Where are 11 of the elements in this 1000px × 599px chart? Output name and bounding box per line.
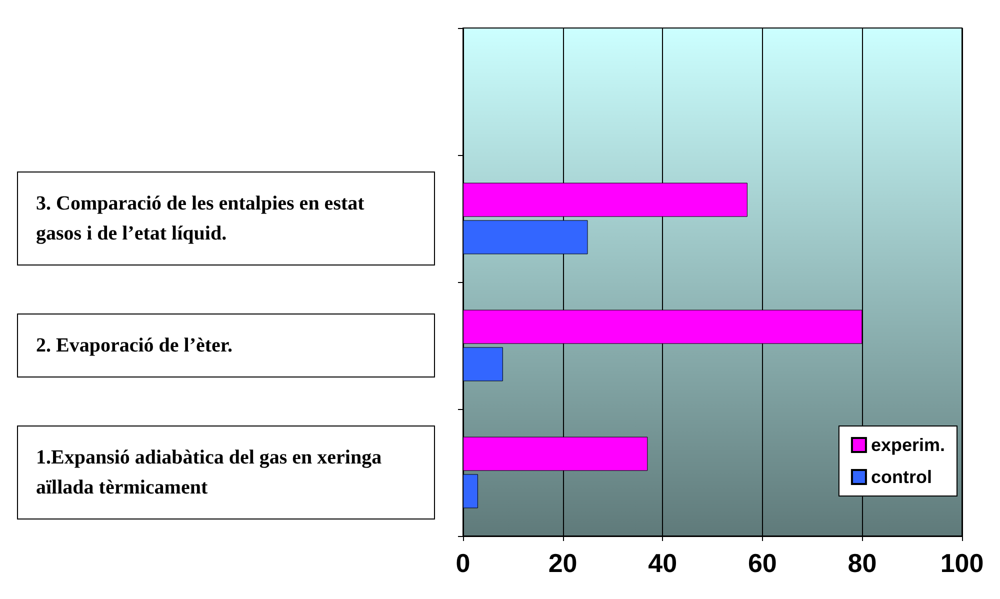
x-tick-label: 80 [848, 548, 877, 578]
legend-label: control [870, 467, 932, 487]
legend-label: experim. [870, 435, 946, 455]
x-tick-label: 0 [456, 548, 470, 578]
y-tick-label: 1.Expansió adiabàtica del gas en xeringa aïllada tèrmicament [36, 446, 387, 498]
x-tick-label: 20 [548, 548, 578, 578]
x-tick-label: 60 [748, 548, 777, 578]
y-tick-label: 2. Evaporació de l’èter. [36, 334, 232, 356]
y-tick-label: 3. Comparació de les entalpies en estat gasos i de l’etat líquid. [36, 192, 370, 244]
x-tick-label: 100 [940, 548, 984, 578]
x-tick-label: 40 [648, 548, 678, 578]
